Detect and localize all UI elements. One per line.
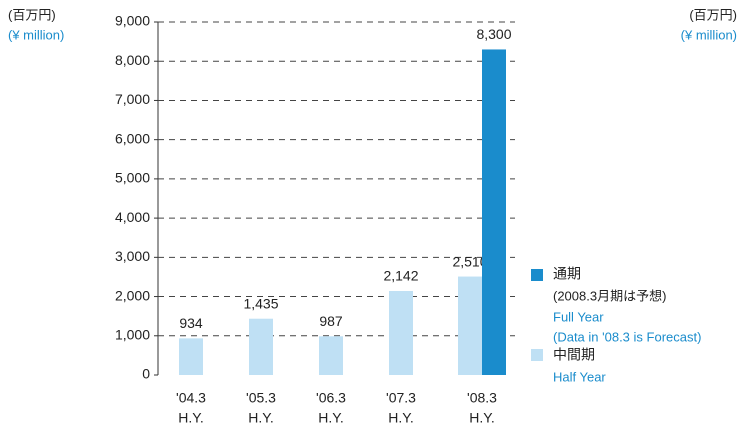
- y-tick-label: 1,000: [115, 326, 150, 342]
- y-tick-label: 9,000: [115, 13, 150, 29]
- unit-label: (¥ million): [8, 27, 64, 42]
- value-label: 8,300: [476, 26, 511, 42]
- legend-label: Half Year: [553, 369, 606, 384]
- y-tick-label: 5,000: [115, 170, 150, 186]
- unit-label: (¥ million): [681, 27, 737, 42]
- x-tick-label: '07.3: [386, 390, 416, 406]
- legend-note: (Data in '08.3 is Forecast): [553, 329, 701, 344]
- x-tick-label: '08.3: [467, 390, 497, 406]
- x-tick-label: H.Y.: [248, 410, 273, 426]
- bar: [179, 338, 203, 375]
- legend-swatch: [531, 269, 543, 281]
- legend-note: (2008.3月期は予想): [553, 288, 666, 303]
- bar: [482, 49, 506, 375]
- unit-label: (百万円): [689, 7, 737, 22]
- legend-label: Full Year: [553, 309, 604, 324]
- x-tick-label: H.Y.: [469, 410, 494, 426]
- y-tick-label: 3,000: [115, 248, 150, 264]
- value-label: 1,435: [243, 295, 278, 311]
- x-tick-label: '04.3: [176, 390, 206, 406]
- value-label: 987: [319, 313, 343, 329]
- legend-label: 中間期: [553, 347, 595, 363]
- y-tick-label: 6,000: [115, 130, 150, 146]
- y-tick-label: 2,000: [115, 287, 150, 303]
- x-tick-label: H.Y.: [178, 410, 203, 426]
- legend-label: 通期: [553, 266, 581, 282]
- y-tick-label: 7,000: [115, 91, 150, 107]
- x-tick-label: H.Y.: [318, 410, 343, 426]
- value-label: 934: [179, 315, 203, 331]
- x-tick-label: H.Y.: [388, 410, 413, 426]
- bar: [319, 336, 343, 375]
- x-tick-label: '06.3: [316, 390, 346, 406]
- legend-swatch: [531, 349, 543, 361]
- x-tick-label: '05.3: [246, 390, 276, 406]
- bar: [249, 318, 273, 375]
- y-tick-label: 0: [142, 366, 150, 382]
- y-tick-label: 8,000: [115, 52, 150, 68]
- bar: [458, 276, 482, 375]
- bar: [389, 290, 413, 375]
- y-tick-label: 4,000: [115, 209, 150, 225]
- unit-label: (百万円): [8, 7, 56, 22]
- value-label: 2,142: [383, 268, 418, 284]
- value-label: 2,510: [452, 253, 487, 269]
